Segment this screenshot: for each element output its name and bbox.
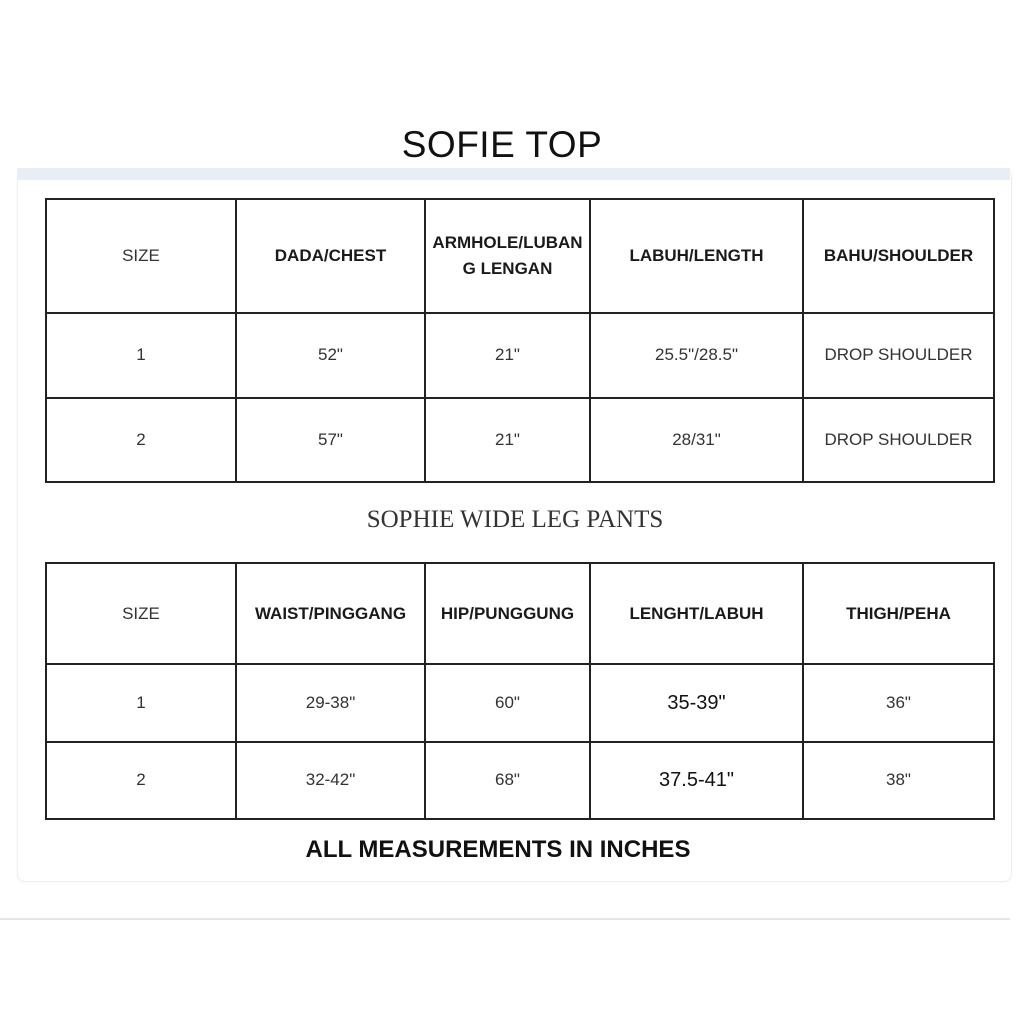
column-header: THIGH/PEHA (802, 562, 995, 665)
sofie-top-size-table: SIZE DADA/CHEST ARMHOLE/LUBANG LENGAN LABUH… (45, 198, 995, 483)
column-header: DADA/CHEST (235, 198, 426, 314)
column-header: BAHU/SHOULDER (802, 198, 995, 314)
table-row: 1 29-38" 60" 35-39" 36" (45, 663, 995, 743)
table-cell: 21" (424, 396, 591, 483)
table-row: 1 52" 21" 25.5"/28.5" DROP SHOULDER (45, 312, 995, 399)
divider (0, 918, 1010, 920)
table-cell: 32-42" (235, 740, 426, 820)
header-row: SIZE DADA/CHEST ARMHOLE/LUBANG LENGAN LABUH… (45, 198, 995, 314)
table-cell: 60" (424, 663, 591, 743)
table-cell: 57" (235, 396, 426, 483)
table-row: 2 32-42" 68" 37.5-41" 38" (45, 740, 995, 820)
table-cell: 28/31" (589, 396, 804, 483)
table-cell: 21" (424, 312, 591, 399)
table-cell: 2 (45, 396, 237, 483)
table-row: 2 57" 21" 28/31" DROP SHOULDER (45, 396, 995, 483)
table-cell: 1 (45, 663, 237, 743)
pants-size-table: SIZE WAIST/PINGGANG HIP/PUNGGUNG LENGHT/LAB… (45, 562, 995, 820)
column-header: WAIST/PINGGANG (235, 562, 426, 665)
table-cell: DROP SHOULDER (802, 312, 995, 399)
table-cell: 36" (802, 663, 995, 743)
table-cell: DROP SHOULDER (802, 396, 995, 483)
table-cell: 29-38" (235, 663, 426, 743)
table-cell: 1 (45, 312, 237, 399)
table-cell: 52" (235, 312, 426, 399)
table-cell: 68" (424, 740, 591, 820)
column-header: LENGHT/LABUH (589, 562, 804, 665)
measurement-note: ALL MEASUREMENTS IN INCHES (305, 836, 691, 863)
header-row: SIZE WAIST/PINGGANG HIP/PUNGGUNG LENGHT/LAB… (45, 562, 995, 665)
table-cell: 38" (802, 740, 995, 820)
top-title: SOFIE TOP (401, 124, 603, 165)
table-cell: 2 (45, 740, 237, 820)
card-top-band (17, 168, 1010, 180)
column-header: HIP/PUNGGUNG (424, 562, 591, 665)
column-header: SIZE (45, 198, 237, 314)
table-cell: 25.5"/28.5" (589, 312, 804, 399)
table-cell: 37.5-41" (589, 740, 804, 820)
column-header: LABUH/LENGTH (589, 198, 804, 314)
pants-title: SOPHIE WIDE LEG PANTS (366, 506, 664, 533)
column-header: ARMHOLE/LUBANG LENGAN (424, 198, 591, 314)
column-header: SIZE (45, 562, 237, 665)
table-cell: 35-39" (589, 663, 804, 743)
